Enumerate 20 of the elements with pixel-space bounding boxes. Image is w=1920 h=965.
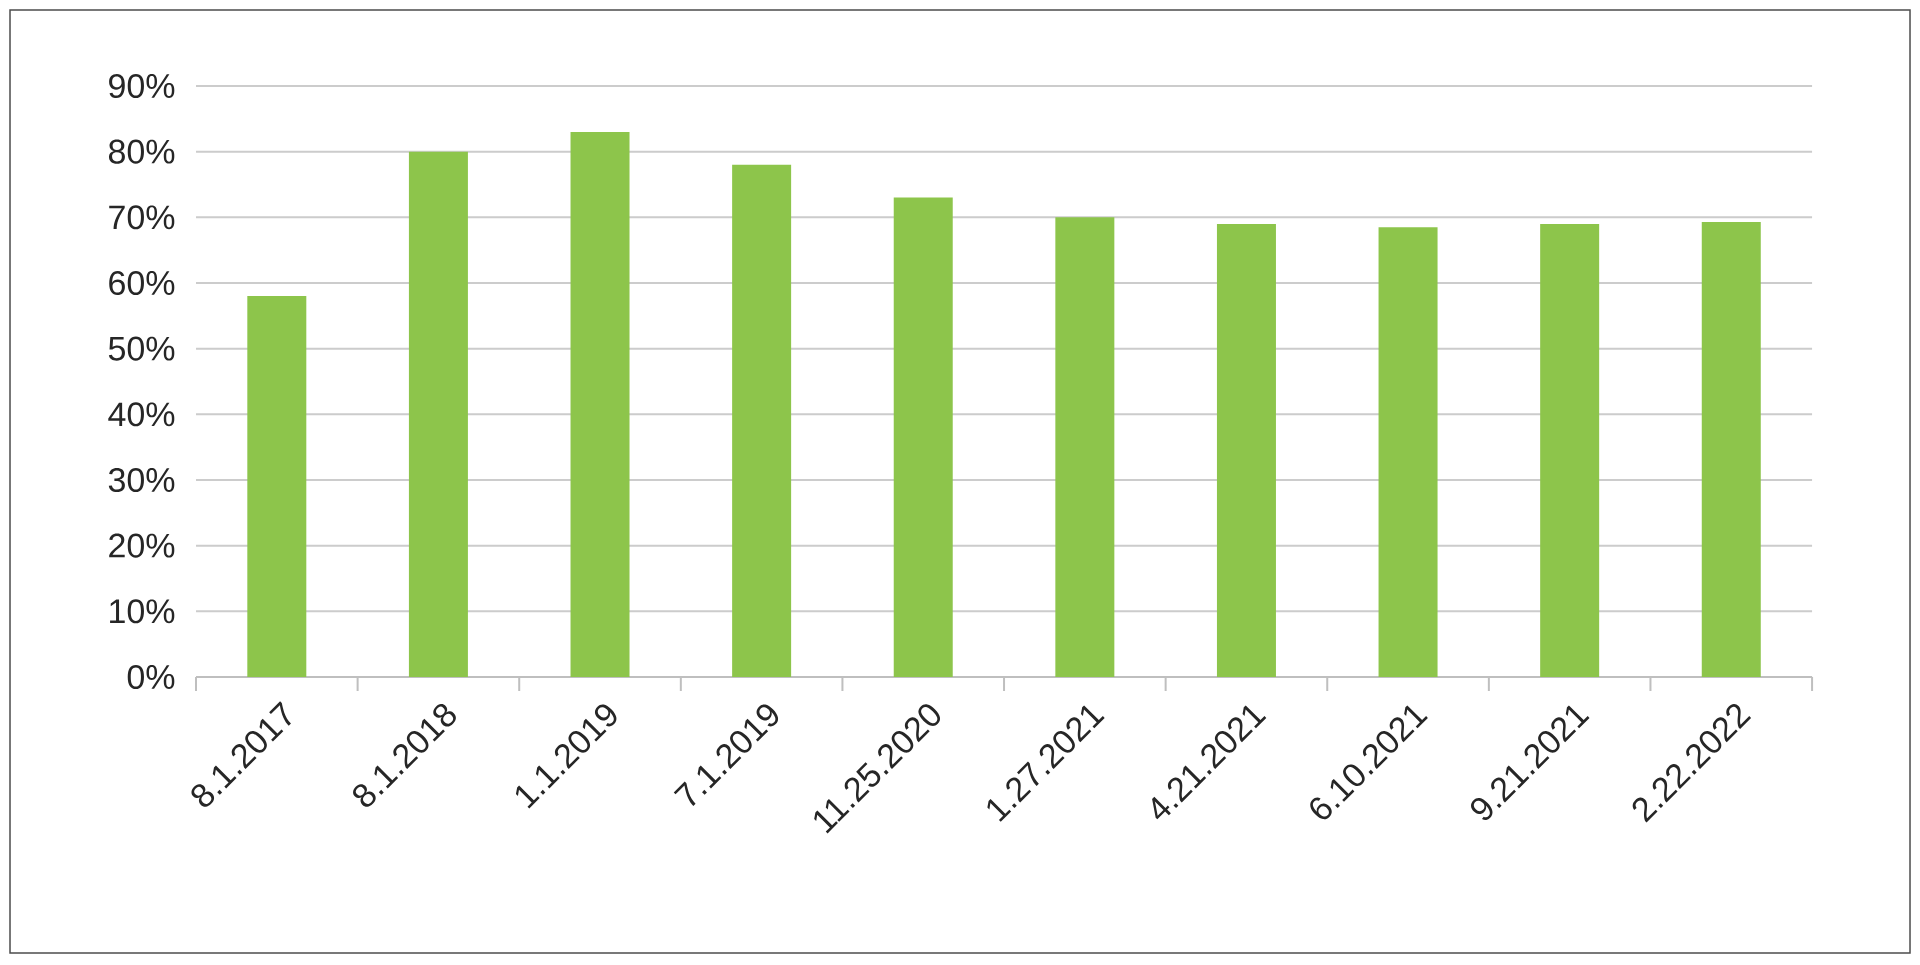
y-tick-label: 80% xyxy=(108,139,175,164)
y-tick-label: 50% xyxy=(108,336,175,361)
y-tick-label: 70% xyxy=(109,205,175,230)
y-tick-label: 20% xyxy=(109,533,175,558)
bar xyxy=(732,164,792,677)
bar xyxy=(1378,227,1438,677)
bar xyxy=(1055,217,1115,677)
bar xyxy=(893,197,953,677)
y-tick-label: 90% xyxy=(109,73,175,99)
bar xyxy=(1701,221,1761,677)
y-tick-label: 0% xyxy=(127,664,175,690)
bar xyxy=(1216,223,1276,677)
bar xyxy=(247,296,307,677)
y-tick-label: 10% xyxy=(110,599,175,624)
y-tick-label: 60% xyxy=(109,270,175,296)
bar xyxy=(408,151,468,677)
y-tick-label: 30% xyxy=(108,467,175,493)
bar xyxy=(570,131,630,677)
y-tick-label: 40% xyxy=(108,402,175,427)
bar xyxy=(1540,223,1600,677)
